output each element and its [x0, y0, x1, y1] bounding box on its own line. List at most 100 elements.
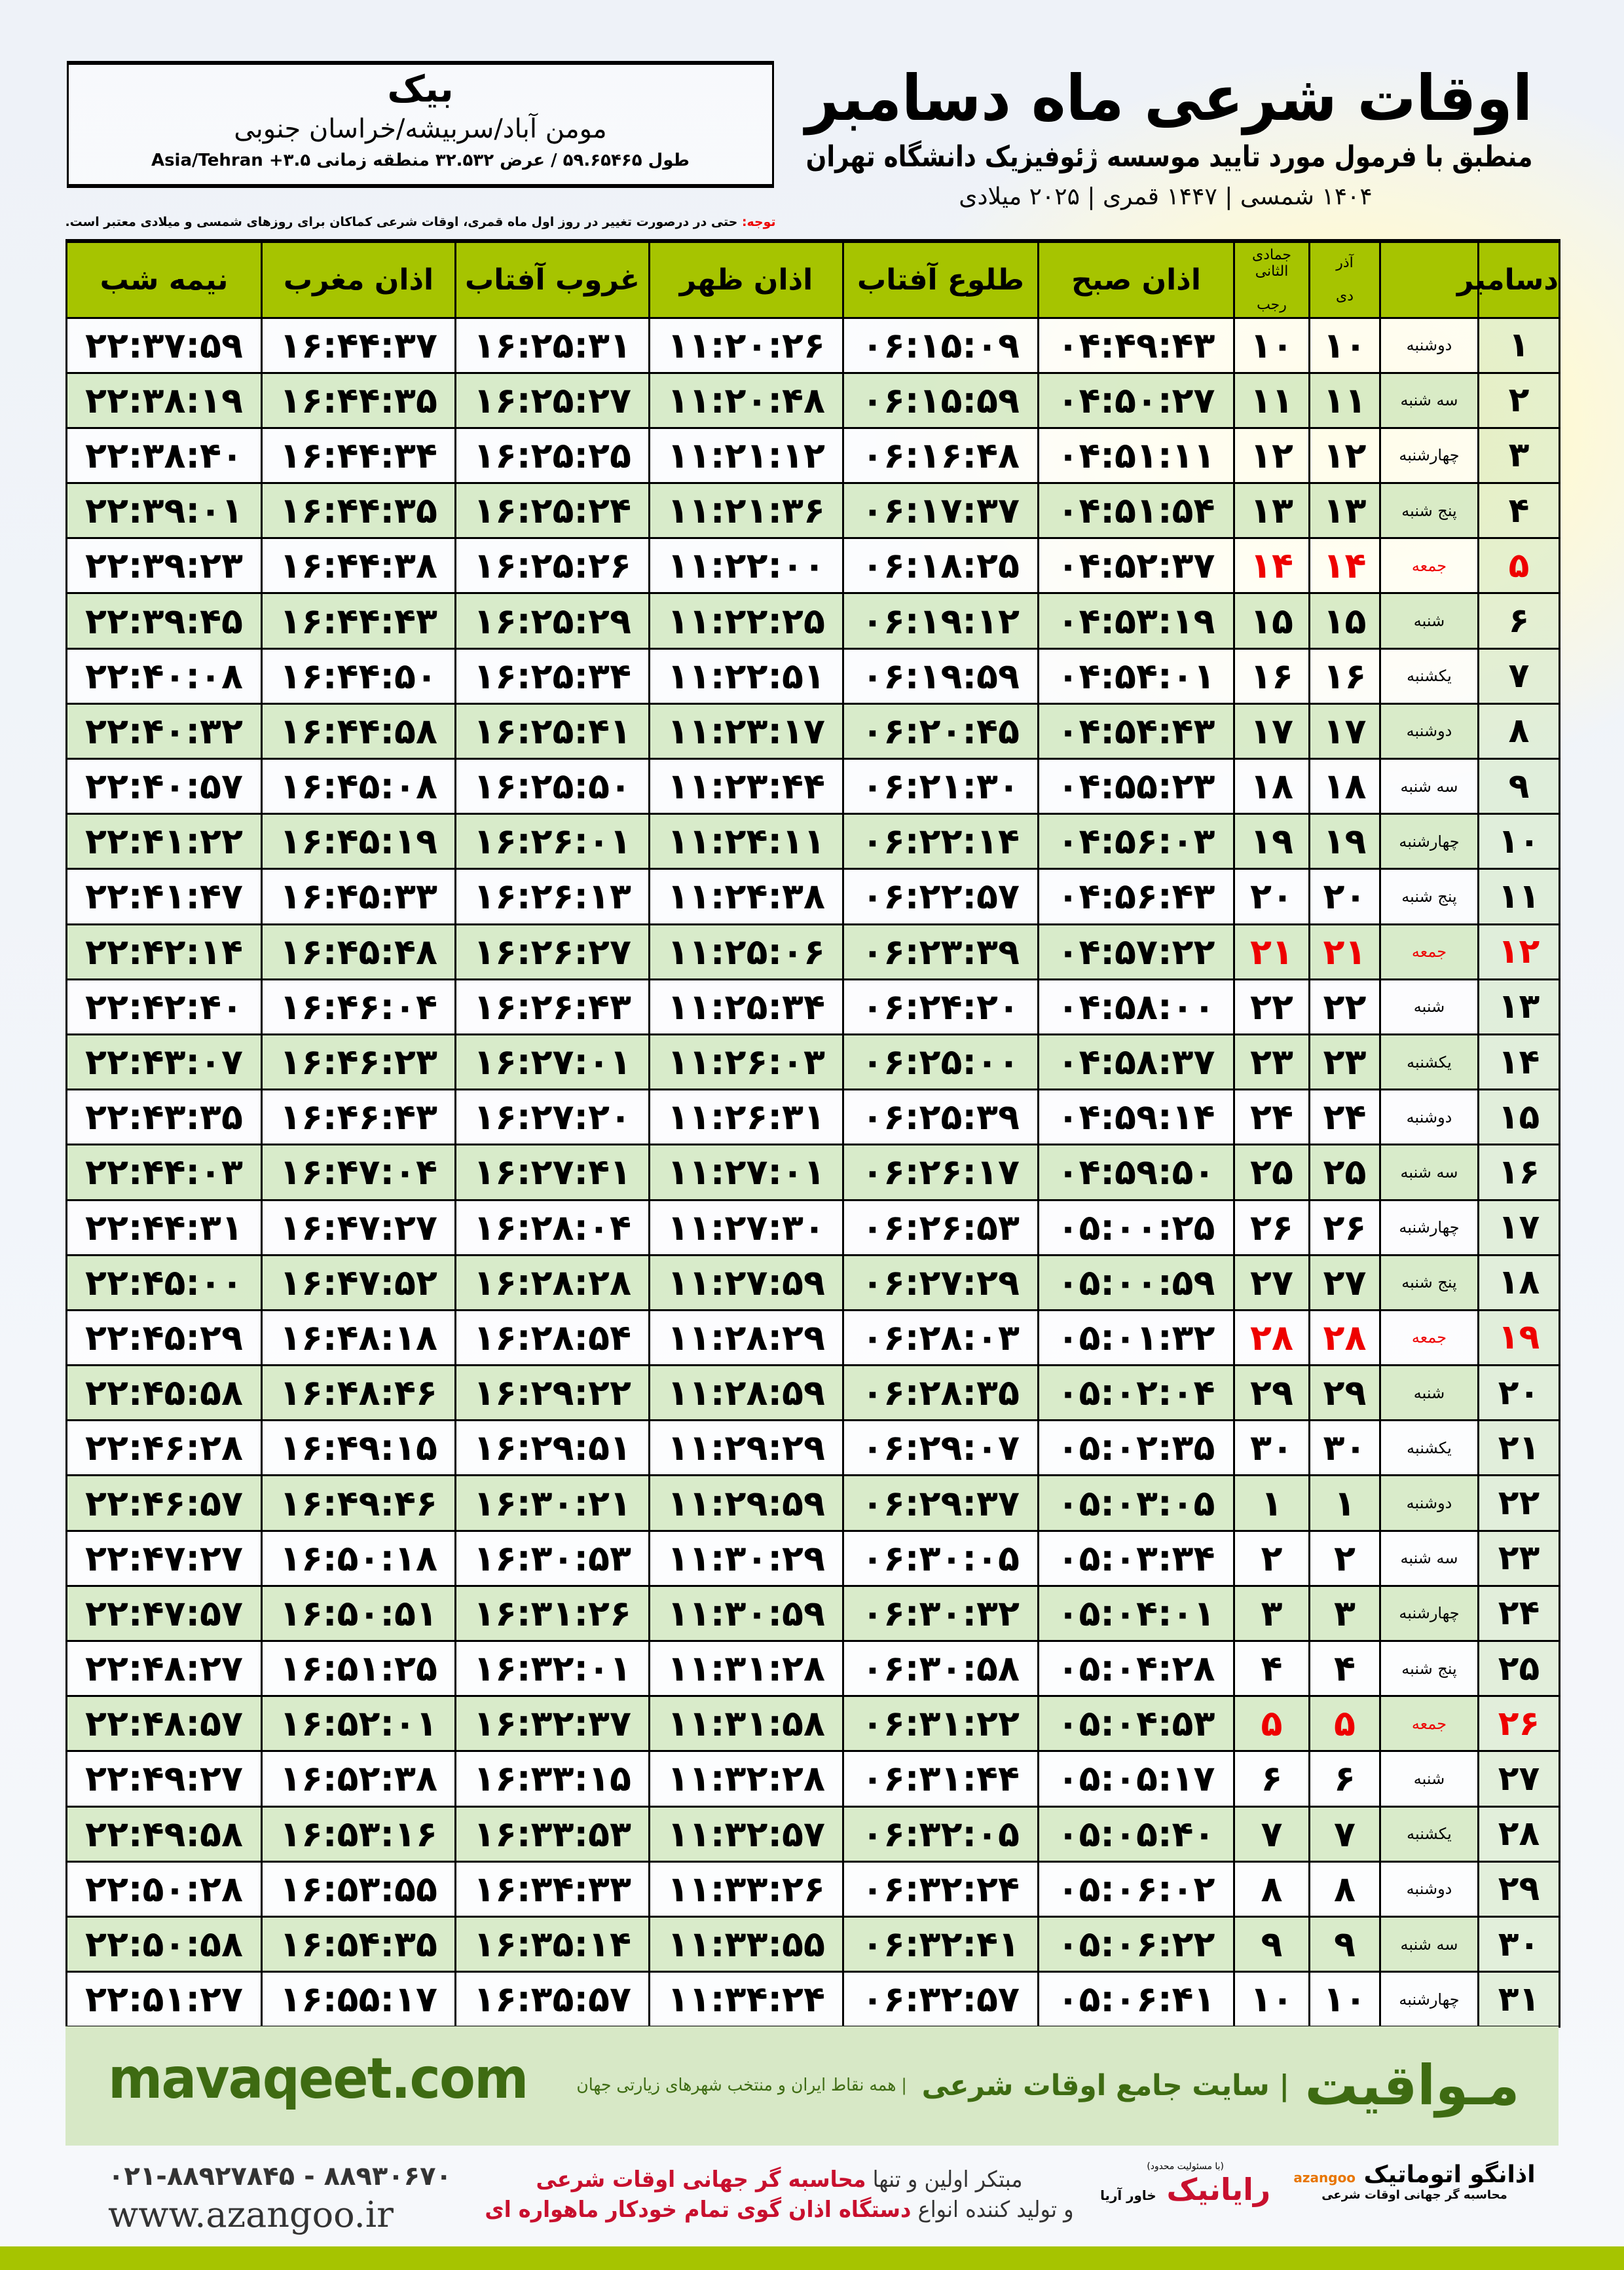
- cell-day: ۳: [1477, 426, 1560, 485]
- cell-weekday: سه شنبه: [1379, 1144, 1479, 1201]
- note-text: حتی در درصورت تغییر در روز اول ماه قمری،…: [65, 215, 743, 229]
- cell-ghorub: ۱۶:۲۸:۵۴: [454, 1309, 650, 1367]
- cell-tolu: ۰۶:۳۱:۴۴: [842, 1750, 1039, 1808]
- cell-tolu: ۰۶:۱۸:۲۵: [842, 537, 1039, 595]
- cell-dey: ۷: [1308, 1805, 1381, 1863]
- cell-rajab: ۲۹: [1233, 1364, 1310, 1422]
- cell-tolu: ۰۶:۲۸:۰۳: [842, 1309, 1039, 1367]
- cell-sobh: ۰۴:۵۱:۵۴: [1037, 482, 1235, 540]
- table-row: ۱۹ جمعه ۲۸ ۲۸ ۰۵:۰۱:۳۲ ۰۶:۲۸:۰۳ ۱۱:۲۸:۲۹ ۱۶:۲۸:…: [65, 1309, 1560, 1367]
- site-link[interactable]: mavaqeet.com: [108, 2046, 528, 2112]
- cell-weekday: چهارشنبه: [1379, 1199, 1479, 1256]
- cell-weekday: یکشنبه: [1379, 1033, 1479, 1091]
- cell-rajab: ۲۴: [1233, 1088, 1310, 1146]
- cell-sobh: ۰۴:۵۸:۳۷: [1037, 1033, 1235, 1091]
- table-row: ۵ جمعه ۱۴ ۱۴ ۰۴:۵۲:۳۷ ۰۶:۱۸:۲۵ ۱۱:۲۲:۰۰ ۱۶:۲۵:۲…: [65, 537, 1560, 595]
- cell-rajab: ۲۳: [1233, 1033, 1310, 1091]
- cell-day: ۱۹: [1477, 1309, 1560, 1367]
- cell-day: ۲۵: [1477, 1639, 1560, 1698]
- cell-tolu: ۰۶:۲۶:۵۳: [842, 1199, 1039, 1256]
- cell-ghorub: ۱۶:۳۲:۰۱: [454, 1639, 650, 1698]
- cell-weekday: چهارشنبه: [1379, 1584, 1479, 1643]
- cell-day: ۲۳: [1477, 1529, 1560, 1587]
- cell-zohr: ۱۱:۳۱:۵۸: [648, 1695, 844, 1753]
- table-row: ۹ سه شنبه ۱۸ ۱۸ ۰۴:۵۵:۲۳ ۰۶:۲۱:۳۰ ۱۱:۲۳:۴۴ ۱۶:۲…: [65, 757, 1560, 815]
- note: توجه: حتی در درصورت تغییر در روز اول ماه…: [65, 215, 776, 229]
- bottom-bar: [0, 2246, 1624, 2270]
- location-box: بیک مومن آباد/سربیشه/خراسان جنوبی طول ۵۹…: [67, 61, 774, 188]
- azangoo-link[interactable]: www.azangoo.ir: [108, 2194, 394, 2235]
- cell-day: ۲: [1477, 371, 1560, 429]
- table-row: ۲۲ دوشنبه ۱ ۱ ۰۵:۰۳:۰۵ ۰۶:۲۹:۳۷ ۱۱:۲۹:۵۹ ۱۶:۳۰:…: [65, 1474, 1560, 1532]
- cell-dey: ۲۷: [1308, 1254, 1381, 1311]
- banner-text: | سایت جامع اوقات شرعی: [922, 2068, 1290, 2102]
- cell-dey: ۱۹: [1308, 813, 1381, 870]
- col-sobh: اذان صبح: [1037, 239, 1235, 319]
- table-row: ۲۵ پنج شنبه ۴ ۴ ۰۵:۰۴:۲۸ ۰۶:۳۰:۵۸ ۱۱:۳۱:۲۸ ۱۶:۳…: [65, 1639, 1560, 1698]
- cell-maghreb: ۱۶:۴۸:۴۶: [261, 1364, 456, 1422]
- cell-maghreb: ۱۶:۴۶:۴۳: [261, 1088, 456, 1146]
- cell-sobh: ۰۵:۰۴:۲۸: [1037, 1639, 1235, 1698]
- table-header: دسامبر آذر دی جمادی الثانی رجب اذان صبح طل…: [65, 239, 1560, 319]
- cell-dey: ۱۵: [1308, 592, 1381, 650]
- cell-maghreb: ۱۶:۵۰:۱۸: [261, 1529, 456, 1587]
- cell-tolu: ۰۶:۱۵:۰۹: [842, 316, 1039, 374]
- cell-dey: ۱: [1308, 1474, 1381, 1532]
- cell-tolu: ۰۶:۳۲:۵۷: [842, 1971, 1039, 2028]
- cell-zohr: ۱۱:۲۶:۰۳: [648, 1033, 844, 1091]
- cell-tolu: ۰۶:۲۲:۱۴: [842, 813, 1039, 870]
- cell-sobh: ۰۵:۰۳:۳۴: [1037, 1529, 1235, 1587]
- cell-zohr: ۱۱:۲۷:۵۹: [648, 1254, 844, 1311]
- cell-ghorub: ۱۶:۲۵:۲۹: [454, 592, 650, 650]
- cell-maghreb: ۱۶:۴۴:۵۰: [261, 647, 456, 705]
- site-link-text[interactable]: mavaqeet.com: [108, 2046, 528, 2112]
- cell-day: ۳۱: [1477, 1971, 1560, 2028]
- cell-weekday: دوشنبه: [1379, 1088, 1479, 1146]
- cell-day: ۱: [1477, 316, 1560, 374]
- cell-ghorub: ۱۶:۳۲:۳۷: [454, 1695, 650, 1753]
- cell-dey: ۳: [1308, 1584, 1381, 1643]
- rayanik-logo: (با مسئولیت محدود) رایانیک خاور آریا: [1100, 2161, 1270, 2207]
- col-day: دسامبر: [1457, 239, 1560, 319]
- cell-nime: ۲۲:۴۵:۵۸: [65, 1364, 263, 1422]
- cell-ghorub: ۱۶:۲۶:۴۳: [454, 978, 650, 1035]
- cell-nime: ۲۲:۴۶:۲۸: [65, 1419, 263, 1477]
- cell-maghreb: ۱۶:۴۶:۰۴: [261, 978, 456, 1035]
- cell-tolu: ۰۶:۳۲:۲۴: [842, 1860, 1039, 1918]
- table-row: ۱۸ پنج شنبه ۲۷ ۲۷ ۰۵:۰۰:۵۹ ۰۶:۲۷:۲۹ ۱۱:۲۷:۵۹ ۱۶…: [65, 1254, 1560, 1311]
- cell-sobh: ۰۴:۵۸:۰۰: [1037, 978, 1235, 1035]
- coordinates-text: طول ۵۹.۶۵۴۶۵ / عرض ۳۲.۵۳۲ منطقه زمانی ۳.…: [151, 151, 690, 170]
- table-row: ۲۱ یکشنبه ۳۰ ۳۰ ۰۵:۰۲:۳۵ ۰۶:۲۹:۰۷ ۱۱:۲۹:۲۹ ۱۶:۲…: [65, 1419, 1560, 1477]
- table-row: ۲ سه شنبه ۱۱ ۱۱ ۰۴:۵۰:۲۷ ۰۶:۱۵:۵۹ ۱۱:۲۰:۴۸ ۱۶:۲…: [65, 371, 1560, 429]
- cell-weekday: جمعه: [1379, 537, 1479, 595]
- cell-maghreb: ۱۶:۴۷:۲۷: [261, 1199, 456, 1256]
- cell-nime: ۲۲:۴۲:۴۰: [65, 978, 263, 1035]
- table-row: ۱۴ یکشنبه ۲۳ ۲۳ ۰۴:۵۸:۳۷ ۰۶:۲۵:۰۰ ۱۱:۲۶:۰۳ ۱۶:۲…: [65, 1033, 1560, 1091]
- cell-rajab: ۳۰: [1233, 1419, 1310, 1477]
- cell-rajab: ۴: [1233, 1639, 1310, 1698]
- col-dey: آذر دی: [1308, 239, 1381, 319]
- cell-tolu: ۰۶:۲۵:۳۹: [842, 1088, 1039, 1146]
- cell-day: ۲۰: [1477, 1364, 1560, 1422]
- cell-maghreb: ۱۶:۴۹:۴۶: [261, 1474, 456, 1532]
- cell-day: ۱۰: [1477, 813, 1560, 870]
- cell-rajab: ۲: [1233, 1529, 1310, 1587]
- cell-sobh: ۰۵:۰۰:۲۵: [1037, 1199, 1235, 1256]
- cell-sobh: ۰۵:۰۵:۴۰: [1037, 1805, 1235, 1863]
- cell-sobh: ۰۵:۰۲:۳۵: [1037, 1419, 1235, 1477]
- cell-maghreb: ۱۶:۵۵:۱۷: [261, 1971, 456, 2028]
- cell-rajab: ۲۱: [1233, 923, 1310, 980]
- page-title: اوقات شرعی ماه دسامبر: [805, 62, 1532, 134]
- cell-maghreb: ۱۶:۴۴:۳۷: [261, 316, 456, 374]
- cell-rajab: ۲۶: [1233, 1199, 1310, 1256]
- cell-ghorub: ۱۶:۲۵:۳۱: [454, 316, 650, 374]
- cell-zohr: ۱۱:۲۴:۱۱: [648, 813, 844, 870]
- cell-tolu: ۰۶:۲۵:۰۰: [842, 1033, 1039, 1091]
- cell-nime: ۲۲:۴۴:۳۱: [65, 1199, 263, 1256]
- cell-day: ۱۸: [1477, 1254, 1560, 1311]
- cell-ghorub: ۱۶:۲۷:۲۰: [454, 1088, 650, 1146]
- cell-sobh: ۰۴:۵۶:۰۳: [1037, 813, 1235, 870]
- cell-tolu: ۰۶:۳۰:۰۵: [842, 1529, 1039, 1587]
- cell-dey: ۱۰: [1308, 1971, 1381, 2028]
- cell-sobh: ۰۵:۰۴:۵۳: [1037, 1695, 1235, 1753]
